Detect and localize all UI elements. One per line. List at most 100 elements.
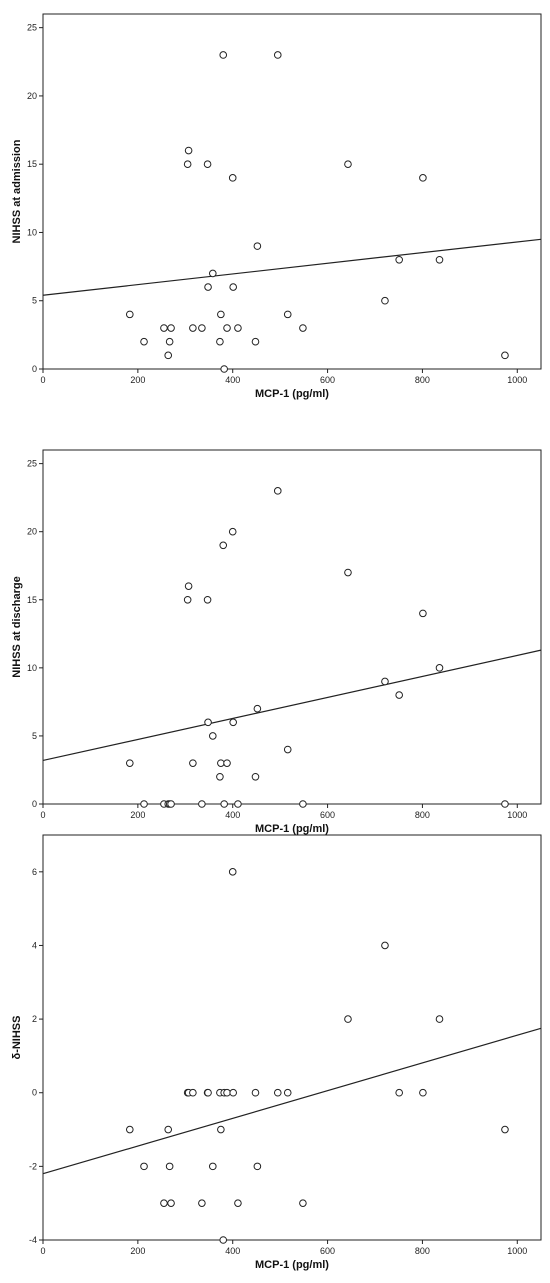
data-point	[165, 1162, 174, 1171]
data-point	[183, 160, 192, 168]
data-point	[203, 595, 212, 604]
y-tick-label: 5	[32, 731, 37, 741]
data-point	[140, 337, 148, 346]
y-tick-label: 4	[32, 940, 37, 950]
y-tick-label: -2	[29, 1161, 37, 1171]
plot-frame	[42, 449, 542, 805]
data-point	[223, 759, 231, 767]
data-point	[228, 527, 237, 536]
data-point	[125, 1125, 134, 1134]
y-tick-label: 10	[27, 227, 37, 237]
data-point	[167, 1199, 175, 1207]
data-point	[160, 1199, 168, 1207]
data-point	[395, 255, 403, 264]
data-point	[273, 487, 282, 495]
x-tick-label: 0	[40, 375, 45, 385]
x-tick-label: 400	[225, 1246, 240, 1256]
data-point	[344, 160, 352, 168]
fit-line	[42, 238, 542, 296]
data-point	[234, 800, 242, 808]
data-point	[273, 1088, 282, 1097]
data-point	[208, 732, 217, 740]
data-point	[299, 1199, 307, 1207]
data-point	[204, 283, 212, 291]
y-axis-label: NIHSS at admission	[11, 139, 23, 243]
x-axis-label: MCP-1 (pg/ml)	[255, 388, 329, 400]
data-point	[217, 759, 225, 767]
plot-frame	[42, 13, 542, 370]
y-tick-label: 15	[27, 159, 37, 169]
data-point	[299, 324, 307, 332]
data-point	[229, 283, 237, 291]
data-point	[203, 160, 212, 168]
y-tick-label: 2	[32, 1014, 37, 1024]
data-point	[189, 759, 197, 767]
x-tick-label: 0	[40, 810, 45, 820]
x-tick-label: 200	[130, 1246, 145, 1256]
data-point	[501, 800, 509, 808]
data-point	[198, 1199, 206, 1207]
data-point	[419, 1088, 427, 1097]
data-point	[419, 174, 427, 182]
data-point	[220, 800, 228, 808]
data-point	[204, 1088, 212, 1097]
data-point	[344, 1015, 352, 1023]
data-point	[184, 146, 193, 155]
y-tick-label: 20	[27, 91, 37, 101]
data-point	[223, 324, 231, 332]
y-tick-label: 25	[27, 459, 37, 469]
x-tick-label: 0	[40, 1246, 45, 1256]
data-point	[251, 337, 260, 346]
data-point	[184, 582, 193, 590]
data-point	[251, 772, 260, 781]
y-tick-label: 6	[32, 867, 37, 877]
data-point	[223, 1088, 231, 1097]
y-tick-label: 0	[32, 1088, 37, 1098]
x-tick-label: 1000	[507, 1246, 527, 1256]
data-point	[229, 718, 237, 727]
data-point	[220, 365, 228, 373]
x-tick-label: 1000	[507, 375, 527, 385]
y-tick-label: 15	[27, 595, 37, 605]
y-axis-label: δ-NIHSS	[11, 1016, 23, 1060]
y-tick-label: 20	[27, 527, 37, 537]
data-point	[189, 1088, 197, 1097]
scatter-chart-3: 0 200 400 600 800 1000 -4 -2 0 2 4 6 MCP-1 (pg/ml) δ-…	[11, 834, 542, 1271]
x-tick-label: 200	[130, 375, 145, 385]
data-point	[419, 609, 427, 618]
data-point	[217, 1125, 225, 1134]
data-point	[219, 541, 228, 550]
scatter-chart-1: 0 200 400 600 800 1000 0 5 10 15 20 25 MCP-1 (pg/ml)…	[11, 13, 542, 400]
scatter-chart-2: 0 200 400 600 800 1000 0 5 10 15 20 25 MCP-1 (pg/ml)…	[11, 449, 542, 835]
x-tick-label: 400	[225, 810, 240, 820]
data-point	[435, 664, 444, 672]
data-point	[198, 800, 206, 808]
data-point	[216, 337, 224, 346]
data-point	[234, 324, 242, 332]
data-point	[253, 1162, 262, 1171]
data-point	[381, 677, 389, 686]
data-point	[219, 1236, 228, 1244]
data-point	[204, 718, 212, 727]
data-point	[344, 568, 352, 577]
x-tick-label: 600	[320, 375, 335, 385]
data-point	[381, 941, 389, 950]
data-point	[164, 351, 173, 360]
data-point	[216, 772, 224, 781]
y-tick-label: 0	[32, 799, 37, 809]
fit-line	[42, 1027, 542, 1175]
x-tick-label: 800	[415, 810, 430, 820]
y-tick-label: 10	[27, 663, 37, 673]
data-point	[217, 310, 225, 319]
data-point	[219, 51, 228, 59]
x-tick-label: 800	[415, 375, 430, 385]
x-axis-label: MCP-1 (pg/ml)	[255, 1259, 329, 1271]
data-point	[435, 1015, 444, 1023]
data-point	[228, 868, 237, 876]
data-point	[251, 1088, 260, 1097]
data-point	[501, 351, 509, 360]
data-point	[208, 1162, 217, 1171]
data-point	[167, 800, 175, 808]
fit-line	[42, 649, 542, 762]
